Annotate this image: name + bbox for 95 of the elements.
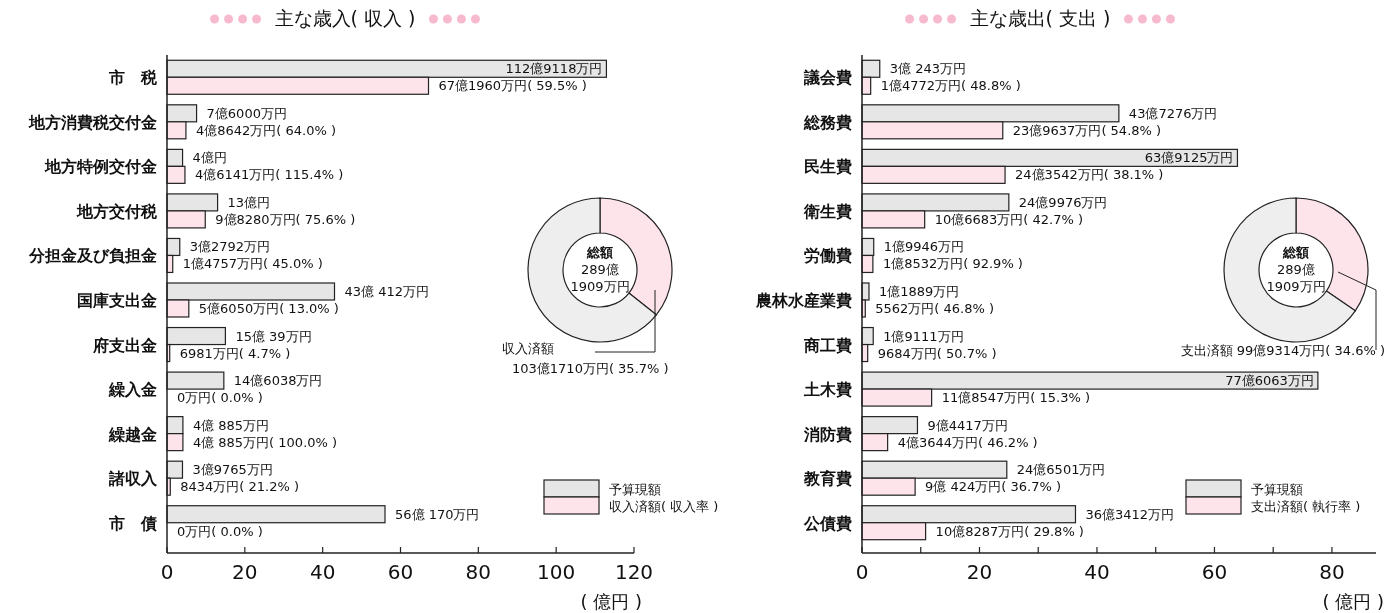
y-tick-label: 府支出金 <box>92 335 157 355</box>
slice-label: 支出済額 99億9314万円( 34.6% ) <box>1180 343 1385 358</box>
annotation: 7億6000万円 <box>206 105 287 121</box>
x-tick-label: 120 <box>614 560 654 584</box>
x-tick-label: 0 <box>855 560 869 584</box>
x-tick-label: 60 <box>1201 560 1228 584</box>
annotation: 4億8642万円( 64.0% ) <box>195 122 336 138</box>
y-tick-label: 繰入金 <box>108 380 157 400</box>
y-tick-label: 公債費 <box>803 513 852 533</box>
annotation: 11億8547万円( 15.3% ) <box>941 390 1090 406</box>
annotation: 24億6501万円 <box>1016 462 1106 478</box>
annotation: 77億6063万円 <box>1225 373 1314 389</box>
annotation: 0万円( 0.0% ) <box>177 390 263 406</box>
slice-label: 収入済額 <box>502 341 554 356</box>
y-tick-label: 地方特例交付金 <box>44 157 157 177</box>
annotation: 9億8280万円( 75.6% ) <box>215 211 356 227</box>
x-tick-label: 20 <box>232 560 258 584</box>
y-tick-label: 繰越金 <box>108 424 157 444</box>
legend-label: 予算現額 <box>1251 482 1303 497</box>
annotation: 112億9118万円 <box>505 61 603 77</box>
annotation: 1億4772万円( 48.8% ) <box>880 78 1021 94</box>
annotation: 10億6683万円( 42.7% ) <box>934 211 1084 227</box>
annotation: 5億6050万円( 13.0% ) <box>198 301 339 316</box>
y-tick-label: 地方交付税 <box>76 201 158 221</box>
y-tick-label: 諸収入 <box>108 469 158 489</box>
annotation: 63億9125万円 <box>1144 150 1234 166</box>
annotation: 36億3412万円 <box>1085 506 1175 522</box>
annotation: 9億4417万円 <box>927 417 1008 433</box>
y-tick-label: 農林水産業費 <box>755 291 852 310</box>
y-tick-label: 市 税 <box>108 68 158 88</box>
y-tick-label: 市 債 <box>108 513 157 533</box>
annotation: 1億9111万円 <box>883 328 964 344</box>
annotation: 総額 <box>586 245 613 260</box>
y-tick-label: 総務費 <box>803 112 852 132</box>
x-axis-title: ( 億円 ) <box>1322 591 1384 612</box>
legend-label: 収入済額( 収入率 ) <box>609 499 719 514</box>
legend-label: 予算現額 <box>609 482 661 497</box>
annotation: 4億 885万円 <box>192 417 270 433</box>
x-tick-label: 20 <box>966 560 993 584</box>
y-tick-label: 地方消費税交付金 <box>28 112 157 132</box>
annotation: 14億6038万円 <box>233 373 323 389</box>
annotation: 3億9765万円 <box>192 462 273 478</box>
annotation: 43億 412万円 <box>344 284 429 299</box>
y-tick-label: 分担金及び負担金 <box>28 246 157 266</box>
annotation: 9684万円( 50.7% ) <box>877 345 997 361</box>
legend-label: 支出済額( 執行率 ) <box>1251 499 1361 514</box>
x-tick-label: 0 <box>160 560 174 584</box>
y-tick-label: 議会費 <box>803 68 852 88</box>
annotation: 1億8532万円( 92.9% ) <box>882 256 1023 272</box>
y-tick-label: 労働費 <box>804 246 852 266</box>
annotation: 3億2792万円 <box>189 239 271 255</box>
annotation: 4億 885万円( 100.0% ) <box>192 434 338 450</box>
y-tick-label: 商工費 <box>803 335 852 355</box>
annotation: 23億9637万円( 54.8% ) <box>1012 122 1162 138</box>
x-tick-label: 80 <box>1319 560 1345 584</box>
x-tick-label: 40 <box>1084 560 1110 584</box>
chart-title: 主な歳出( 支出 ) <box>969 7 1111 29</box>
x-tick-label: 60 <box>387 560 414 584</box>
annotation: 1909万円 <box>570 279 630 294</box>
annotation: 4億円 <box>192 150 227 166</box>
x-axis-title: ( 億円 ) <box>580 591 642 612</box>
annotation: 24億9976万円 <box>1018 194 1108 210</box>
y-tick-label: 国庫支出金 <box>77 291 157 310</box>
chart-title: 主な歳入( 収入 ) <box>274 7 416 29</box>
x-tick-label: 100 <box>537 560 576 584</box>
y-tick-label: 民生費 <box>804 157 852 177</box>
annotation: 289億 <box>581 262 619 277</box>
annotation: 8434万円( 21.2% ) <box>180 479 300 495</box>
annotation: 4億6141万円( 115.4% ) <box>194 167 344 183</box>
annotation: 総額 <box>1282 245 1309 260</box>
annotation: 6981万円( 4.7% ) <box>179 345 291 361</box>
annotation: 56億 170万円 <box>395 506 480 522</box>
y-tick-label: 土木費 <box>803 380 852 400</box>
annotation: 1億4757万円( 45.0% ) <box>182 256 323 272</box>
annotation: 5562万円( 46.8% ) <box>875 301 995 316</box>
annotation: 4億3644万円( 46.2% ) <box>897 434 1038 450</box>
y-tick-label: 衛生費 <box>803 201 852 221</box>
annotation: 289億 <box>1277 262 1315 277</box>
annotation: 13億円 <box>227 194 271 210</box>
y-tick-label: 消防費 <box>803 424 852 444</box>
annotation: 9億 424万円( 36.7% ) <box>925 479 1062 495</box>
y-tick-label: 教育費 <box>803 469 852 489</box>
annotation: 3億 243万円 <box>889 61 966 77</box>
annotation: 1億9946万円 <box>883 239 965 255</box>
x-tick-label: 40 <box>309 560 336 584</box>
x-tick-label: 80 <box>465 560 492 584</box>
data-label: 103億1710万円( 35.7% ) <box>512 361 669 376</box>
annotation: 15億 39万円 <box>235 328 312 344</box>
annotation: 43億7276万円 <box>1128 105 1218 121</box>
annotation: 1909万円 <box>1266 279 1326 294</box>
annotation: 0万円( 0.0% ) <box>177 523 263 539</box>
annotation: 67億1960万円( 59.5% ) <box>438 78 587 94</box>
annotation: 24億3542万円( 38.1% ) <box>1015 167 1164 183</box>
annotation: 1億1889万円 <box>878 284 960 299</box>
annotation: 10億8287万円( 29.8% ) <box>935 523 1084 539</box>
